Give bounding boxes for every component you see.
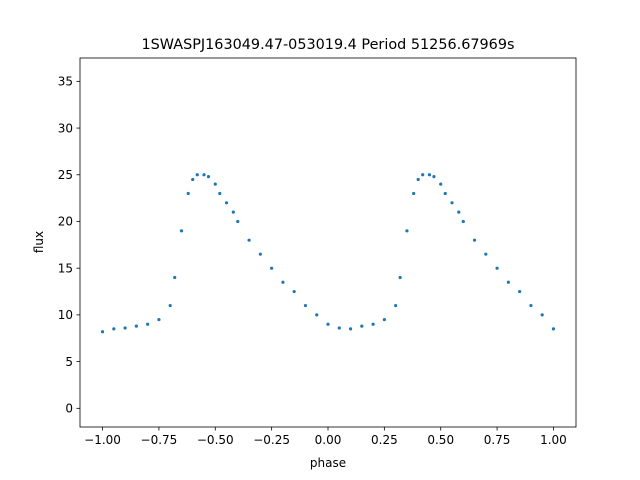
data-point xyxy=(551,327,556,331)
data-point xyxy=(360,324,364,328)
data-point xyxy=(348,327,353,331)
data-point xyxy=(100,330,105,334)
y-axis-ticks: 0 5 10 15 20 25 30 35 xyxy=(58,75,80,416)
data-point xyxy=(236,219,240,224)
data-point xyxy=(432,175,436,179)
data-point xyxy=(506,280,510,284)
data-point xyxy=(518,289,522,294)
y-tick-label: 5 xyxy=(65,355,73,369)
data-point xyxy=(315,313,319,317)
data-point xyxy=(394,303,398,308)
x-tick-label: 1.00 xyxy=(540,433,567,447)
data-point xyxy=(529,303,533,308)
data-point xyxy=(191,177,195,182)
data-point xyxy=(461,219,465,224)
x-axis-label: phase xyxy=(310,456,346,470)
data-point xyxy=(123,326,127,330)
data-point xyxy=(112,327,116,331)
y-tick-label: 30 xyxy=(58,121,73,135)
data-point xyxy=(157,317,161,322)
data-point xyxy=(484,252,488,256)
chart-title: 1SWASPJ163049.47-053019.4 Period 51256.6… xyxy=(142,37,515,53)
data-point xyxy=(206,175,211,179)
x-tick-label: −1.00 xyxy=(84,433,121,447)
data-point xyxy=(292,289,296,294)
y-tick-label: 35 xyxy=(58,75,73,89)
plot-area-frame xyxy=(79,57,577,428)
y-tick-label: 25 xyxy=(58,168,73,182)
data-point xyxy=(168,303,172,308)
x-tick-label: 0.75 xyxy=(484,433,511,447)
data-point xyxy=(173,275,177,280)
data-point xyxy=(450,201,454,205)
x-tick-label: −0.25 xyxy=(253,433,290,447)
data-point xyxy=(405,229,409,233)
data-point xyxy=(412,191,416,196)
y-axis-label: flux xyxy=(32,231,46,253)
x-tick-label: −0.50 xyxy=(197,433,234,447)
data-point xyxy=(495,266,499,270)
data-point xyxy=(258,252,262,256)
data-point xyxy=(186,191,190,196)
data-point xyxy=(421,173,425,177)
data-point xyxy=(427,173,432,177)
data-point xyxy=(179,229,184,233)
data-point xyxy=(326,322,330,326)
data-point xyxy=(337,326,341,330)
data-point xyxy=(439,182,443,186)
data-point xyxy=(202,173,206,177)
data-point xyxy=(218,191,222,196)
data-point xyxy=(146,322,150,326)
data-point xyxy=(371,322,375,326)
data-point xyxy=(416,177,420,182)
data-point xyxy=(472,238,477,242)
y-tick-label: 0 xyxy=(65,402,73,416)
data-point xyxy=(231,210,235,214)
x-tick-label: 0.25 xyxy=(371,433,398,447)
y-tick-label: 10 xyxy=(58,308,73,322)
y-tick-label: 15 xyxy=(58,261,73,275)
data-point xyxy=(281,280,285,284)
data-point xyxy=(213,182,217,186)
data-point xyxy=(224,201,229,205)
data-point xyxy=(134,324,138,328)
data-point xyxy=(247,238,251,242)
x-tick-label: 0.50 xyxy=(427,433,454,447)
data-point xyxy=(382,317,386,322)
x-tick-label: 0.00 xyxy=(315,433,342,447)
y-tick-label: 20 xyxy=(58,215,73,229)
data-point xyxy=(540,313,544,317)
data-point xyxy=(303,303,308,308)
data-point xyxy=(195,173,199,177)
data-points xyxy=(100,173,556,334)
data-point xyxy=(457,210,461,214)
x-tick-label: −0.75 xyxy=(141,433,178,447)
data-point xyxy=(398,275,402,280)
data-point xyxy=(443,191,447,196)
data-point xyxy=(270,266,274,270)
x-axis-ticks: −1.00 −0.75 −0.50 −0.25 0.00 0.25 0.50 0.75 1.00 xyxy=(84,427,567,447)
